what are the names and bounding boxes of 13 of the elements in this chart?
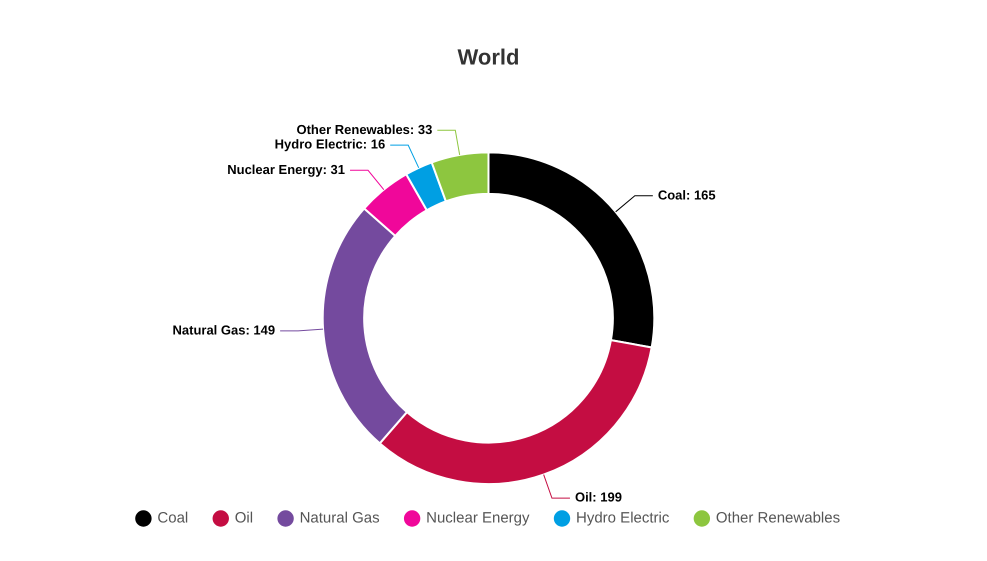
data-label: Nuclear Energy: 31 [227, 162, 346, 177]
legend-label: Natural Gas [300, 510, 380, 527]
data-label: Other Renewables: 33 [296, 122, 432, 137]
legend-label: Other Renewables [716, 510, 840, 527]
legend-label: Hydro Electric [576, 510, 670, 527]
legend-label: Coal [157, 510, 188, 527]
data-label: Coal: 165 [658, 187, 716, 202]
data-label: Natural Gas: 149 [172, 322, 276, 338]
chart-title: World [458, 44, 520, 70]
legend-label: Nuclear Energy [426, 510, 530, 527]
legend-label: Oil [234, 510, 254, 527]
data-label: Oil: 199 [574, 490, 622, 505]
data-label: Hydro Electric: 16 [274, 136, 386, 152]
